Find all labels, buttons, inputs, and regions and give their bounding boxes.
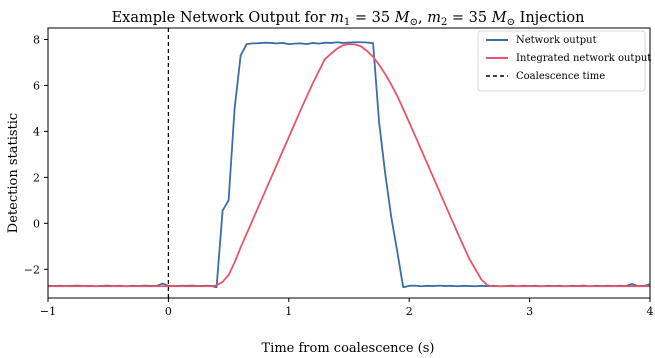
y-tick-label: 4: [33, 125, 40, 138]
legend-label-integrated-network-output: Integrated network output: [516, 53, 651, 64]
plot-area: [48, 28, 650, 298]
legend: Network output Integrated network output…: [477, 30, 651, 92]
axes: −1 0 1 2 3 4 −2 0 2 4 6 8: [24, 27, 654, 318]
y-axis-title: Detection statistic: [6, 113, 21, 233]
x-tick-label: 1: [285, 305, 292, 318]
chart-title: Example Network Output for m1 = 35 M⊙, m…: [112, 10, 585, 28]
x-tick-label: 4: [647, 305, 654, 318]
legend-label-coalescence-time: Coalescence time: [516, 71, 605, 82]
legend-box: [477, 30, 646, 92]
plot-frame: [47, 27, 651, 299]
series-line-integrated-network-output: [48, 43, 650, 288]
y-tick-label: 6: [33, 79, 40, 92]
x-tick-label: 3: [526, 305, 533, 318]
y-tick-label: −2: [24, 263, 40, 276]
x-tick-label: 2: [406, 305, 413, 318]
y-tick-label: 0: [33, 217, 40, 230]
x-tick-label: 0: [165, 305, 172, 318]
y-tick-label: 2: [33, 171, 40, 184]
y-tick-label: 8: [33, 33, 40, 46]
legend-label-network-output: Network output: [516, 35, 597, 46]
x-axis-title: Time from coalescence (s): [262, 341, 435, 356]
x-tick-label: −1: [40, 305, 56, 318]
